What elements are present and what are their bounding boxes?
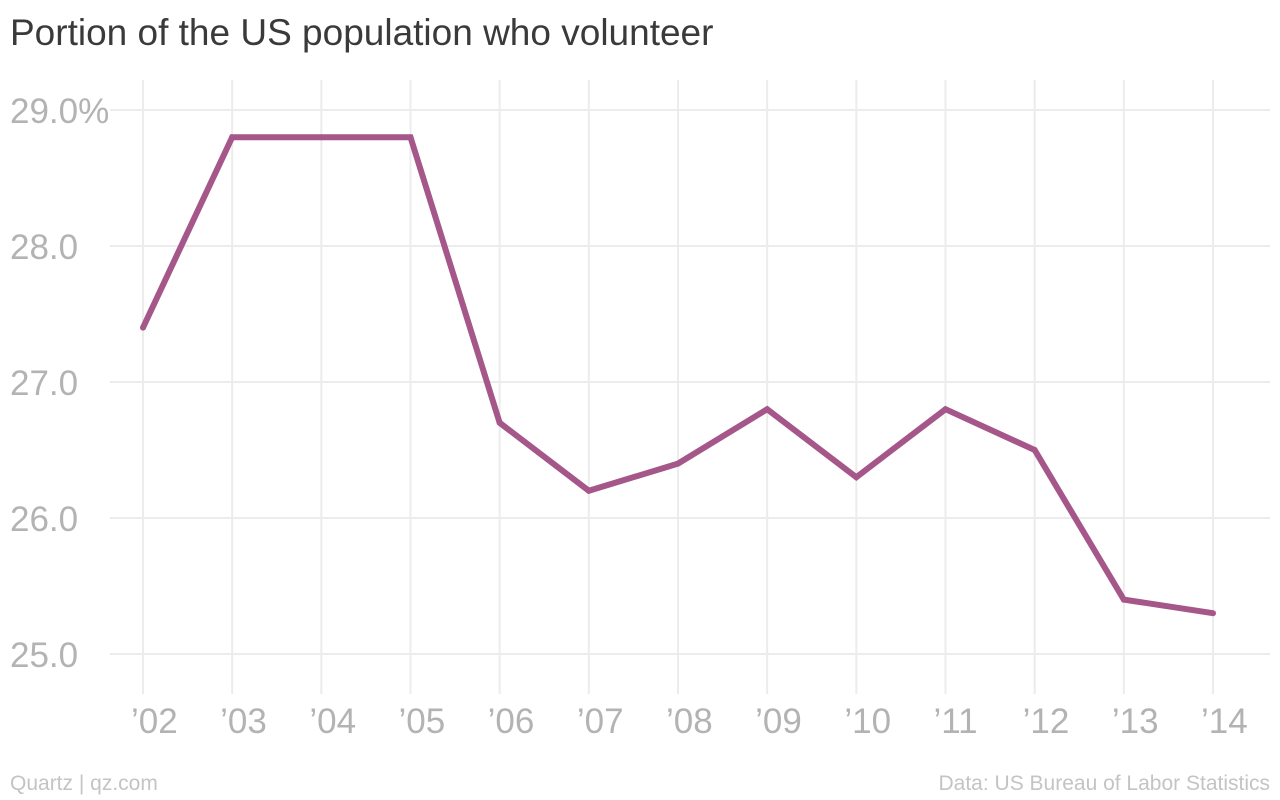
x-tick-label: ’09 — [755, 702, 802, 741]
footer-source-left: Quartz | qz.com — [10, 772, 158, 795]
data-point — [229, 134, 236, 141]
x-tick-label: ’04 — [309, 702, 356, 741]
x-tick-label: ’10 — [844, 702, 891, 741]
y-tick-label: 26.0 — [10, 500, 78, 539]
x-tick-label: ’12 — [1023, 702, 1070, 741]
x-tick-label: ’08 — [666, 702, 713, 741]
y-tick-label: 25.0 — [10, 636, 78, 675]
series-layer — [140, 134, 1216, 617]
footer-source-right: Data: US Bureau of Labor Statistics — [938, 772, 1271, 795]
data-point — [853, 474, 860, 481]
chart-title: Portion of the US population who volunte… — [10, 12, 714, 53]
data-point — [496, 419, 503, 426]
grid-layer — [110, 80, 1270, 694]
y-axis-ticks: 29.0% 28.0 27.0 26.0 25.0 — [10, 92, 109, 675]
x-tick-label: ’14 — [1201, 702, 1248, 741]
x-tick-label: ’06 — [488, 702, 535, 741]
x-tick-label: ’13 — [1112, 702, 1159, 741]
data-point — [140, 324, 146, 331]
x-tick-label: ’02 — [131, 702, 178, 741]
data-point — [675, 460, 681, 467]
x-tick-label: ’05 — [399, 702, 446, 741]
x-tick-label: ’11 — [934, 702, 978, 741]
y-tick-label: 29.0% — [10, 92, 109, 131]
data-point — [942, 406, 949, 413]
x-axis-ticks: ’02 ’03 ’04 ’05 ’06 ’07 ’08 ’09 ’10 ’11 ’12 ’13 ’14 — [131, 702, 1248, 741]
data-point — [1210, 610, 1216, 617]
data-point — [407, 134, 414, 141]
data-point — [1031, 447, 1038, 453]
x-tick-label: ’03 — [220, 702, 267, 741]
y-tick-label: 28.0 — [10, 228, 78, 267]
data-point — [1120, 596, 1127, 603]
y-tick-label: 27.0 — [10, 364, 78, 403]
data-point — [585, 487, 592, 494]
data-point — [764, 406, 771, 413]
x-tick-label: ’07 — [577, 702, 624, 741]
data-point — [318, 134, 325, 141]
